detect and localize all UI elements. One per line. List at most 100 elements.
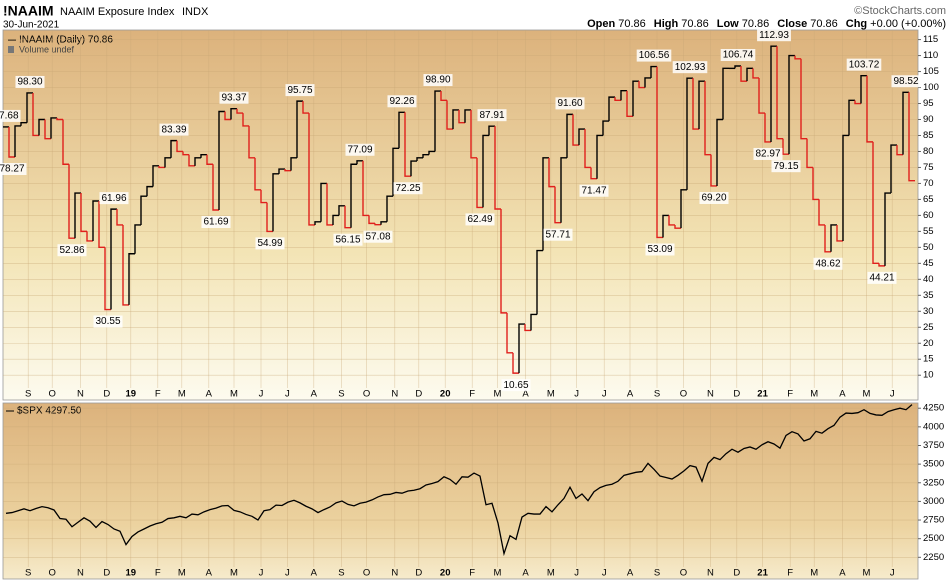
exchange: INDX [182,6,209,18]
x-tick-label: N [77,568,84,579]
x-tick-label: A [311,389,318,400]
step-segment [200,153,207,158]
x-tick-label: A [206,568,213,579]
x-tick-label: J [602,568,607,579]
data-label-box [285,84,315,97]
y-tick-label: 70 [923,178,934,189]
data-label-box [753,147,783,160]
step-segment [686,77,693,190]
data-label-box [201,215,231,228]
data-label-box [555,97,585,110]
data-label-box [672,61,708,74]
data-label: 91.60 [557,98,582,109]
step-segment [134,224,141,254]
data-label-box [0,109,21,122]
x-tick-label: D [415,389,422,400]
data-label-box [757,29,791,42]
data-label: 87.91 [479,110,504,121]
data-label-box [15,75,45,88]
step-segment [620,90,627,101]
data-label-box [771,160,801,173]
step-segment [572,114,579,146]
x-tick-label: N [77,389,84,400]
x-tick-label: S [338,568,344,579]
ohlc-value: 70.86 [742,18,770,30]
data-label: 62.49 [467,214,492,225]
volume-icon [8,46,14,53]
step-segment [896,145,903,156]
x-tick-label: D [415,568,422,579]
step-segment [128,253,135,305]
step-segment [734,65,741,69]
data-label: 56.15 [335,234,360,245]
step-segment [170,139,177,158]
step-segment [248,125,255,159]
x-tick-label: S [338,389,344,400]
step-segment [254,157,261,191]
step-segment [590,167,597,180]
data-label-box [159,123,189,136]
step-segment [716,118,723,186]
data-label-box [645,243,675,256]
y-tick-label: 95 [923,98,934,109]
step-segment [818,199,825,226]
step-segment [830,224,837,252]
x-tick-label: M [493,389,501,400]
data-label: 102.93 [675,62,706,73]
step-segment [596,134,603,179]
step-segment [392,147,399,197]
step-segment [890,144,897,194]
data-label-box [543,228,573,241]
legend: $SPX 4297.50 [17,406,82,417]
step-segment [332,214,339,225]
step-segment [434,90,441,152]
data-label-box [333,233,363,246]
step-segment [56,117,63,121]
step-segment [218,110,225,210]
data-label: 112.93 [759,30,789,41]
ohlc-value: 70.86 [810,18,838,30]
x-tick-label: O [680,568,687,579]
step-segment [602,120,609,136]
data-label: 30.55 [95,316,120,327]
step-segment [368,215,375,225]
step-segment [680,189,687,229]
data-label: 87.68 [0,111,19,122]
step-segment [116,209,123,226]
step-segment [560,157,567,223]
step-segment [74,192,81,239]
step-segment [626,90,633,118]
x-tick-label: N [707,568,714,579]
x-tick-label: D [103,568,110,579]
step-segment [182,151,189,156]
x-tick-label: S [25,568,31,579]
x-tick-label: O [363,568,370,579]
x-tick-label: M [178,389,186,400]
data-label: 83.39 [161,124,186,135]
step-segment [542,157,549,251]
data-label: 72.25 [395,183,420,194]
x-tick-label: J [574,389,579,400]
legend: !NAAIM (Daily) 70.86 [19,35,113,46]
y-tick-label: 3250 [923,477,944,488]
step-segment [104,247,111,311]
x-tick-label: F [155,568,161,579]
step-segment [80,193,87,233]
step-segment [638,81,645,89]
step-segment [122,224,129,306]
data-label: 61.69 [203,217,228,228]
price-line [5,404,913,557]
x-tick-label: F [155,389,161,400]
step-segment [758,77,765,114]
step-segment [8,126,15,158]
y-tick-label: 105 [923,66,939,77]
step-segment [902,91,909,155]
step-segment [698,80,705,130]
x-tick-label: 20 [440,389,451,400]
data-label-box [579,184,609,197]
panel-top [2,29,919,401]
x-tick-label: M [810,568,818,579]
step-segment [458,109,465,124]
step-segment [908,92,915,182]
